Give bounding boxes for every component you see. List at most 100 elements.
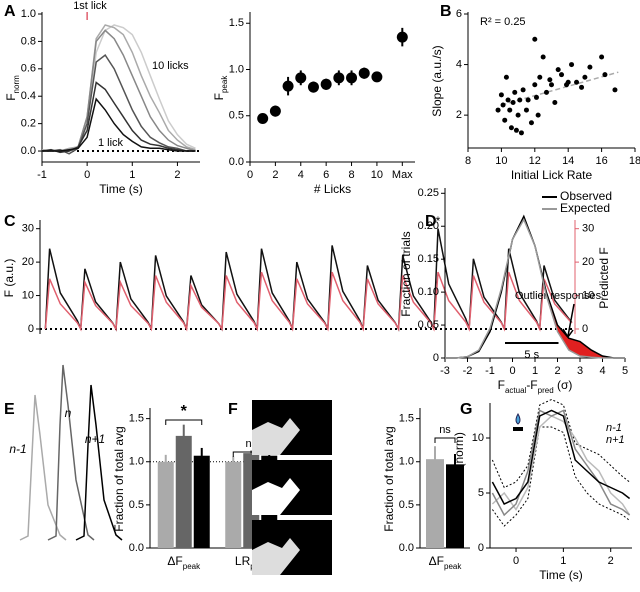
point <box>565 79 571 85</box>
x-tick-label-part: ΔF <box>167 554 182 568</box>
annotation: 10 licks <box>152 60 189 72</box>
example-trace <box>47 364 95 541</box>
bar <box>225 461 242 548</box>
x-axis-label: Time (s) <box>539 568 583 582</box>
y-tick-label: 0.5 <box>399 499 414 511</box>
video-frame-shape <box>252 478 300 515</box>
annotation-arrow <box>562 303 575 339</box>
series-line <box>445 217 625 359</box>
x-tick-label: 16 <box>595 155 607 167</box>
example-trace <box>75 384 123 541</box>
point <box>533 94 539 100</box>
series-line <box>491 415 631 516</box>
y2-tick-label: 30 <box>582 223 594 235</box>
point <box>574 79 580 85</box>
y-tick-label: 30 <box>22 223 34 235</box>
y-tick-label: 0.6 <box>21 63 36 75</box>
y-axis-label: Fraction of trials <box>399 231 413 316</box>
x-tick-label: 0 <box>84 169 90 181</box>
point <box>537 74 543 80</box>
point <box>523 107 529 113</box>
y-tick-label: 4 <box>456 58 462 70</box>
y-tick-label: 1.5 <box>399 413 414 425</box>
x-tick-label: 1 <box>129 169 135 181</box>
x-tick-label: -3 <box>440 365 450 377</box>
y-tick-label: 0.5 <box>229 110 244 122</box>
y-tick-label: 5 <box>478 487 484 499</box>
y-axis-label: Fnorm <box>4 75 20 101</box>
point <box>510 99 516 105</box>
y-axis-label: Fraction of total avg <box>112 426 126 531</box>
x-tick-label: 2 <box>608 555 614 567</box>
x-tick-label: 0 <box>509 365 515 377</box>
point <box>503 74 509 80</box>
x-tick-label: 6 <box>323 169 329 181</box>
point <box>540 54 546 60</box>
frame-label: Probe <box>288 467 317 479</box>
annotation: 1 lick <box>98 137 124 149</box>
panel-letter: B <box>440 3 452 20</box>
point <box>549 82 554 88</box>
x-axis-label: # Licks <box>314 182 351 196</box>
point <box>520 87 526 93</box>
point <box>282 80 294 92</box>
trace-label: n <box>65 406 72 420</box>
outlier-area <box>546 292 625 358</box>
x-tick-label: 2 <box>554 365 560 377</box>
point <box>346 72 358 84</box>
x-tick-label: 0 <box>247 169 253 181</box>
y-tick-label: 0.25 <box>418 187 439 199</box>
x-tick-label: ΔFpeak <box>429 554 463 570</box>
series-line <box>491 409 631 505</box>
legend-label: n-1 <box>606 422 622 434</box>
point <box>528 120 534 126</box>
x-axis-label: Initial Lick Rate <box>511 168 593 182</box>
series-line <box>42 54 196 155</box>
panel-letter: C <box>4 213 16 230</box>
significance-bracket <box>165 419 203 425</box>
point <box>512 89 518 95</box>
x-tick-label: 0 <box>513 555 519 567</box>
video-frame-shape <box>252 538 300 575</box>
x-tick-label: -2 <box>463 365 473 377</box>
y-tick-label: 0.2 <box>21 118 36 130</box>
series-line <box>44 228 573 332</box>
series-line <box>41 24 196 152</box>
band-line <box>491 398 630 489</box>
y-tick-label: 10 <box>22 289 34 301</box>
legend-label: Observed <box>560 189 612 203</box>
y2-tick-label: 0 <box>582 323 588 335</box>
point <box>508 125 514 131</box>
x-tick-label: Max <box>392 169 413 181</box>
point <box>532 36 538 42</box>
x-tick-label: 8 <box>465 155 471 167</box>
x-axis-label-part: actual <box>505 386 527 395</box>
y2-tick-label: 20 <box>582 256 594 268</box>
y-tick-label: 20 <box>22 256 34 268</box>
significance-label: ns <box>439 424 451 436</box>
point <box>599 54 605 60</box>
x-tick-label: 1 <box>532 365 538 377</box>
point <box>559 72 565 78</box>
trace-label: n+1 <box>85 432 105 446</box>
point <box>612 87 618 93</box>
x-tick-label-part: ΔF <box>429 554 444 568</box>
y-axis-label-part: F <box>4 93 18 100</box>
x-tick-label: 2 <box>272 169 278 181</box>
bar <box>157 461 174 548</box>
x-axis-label-part: pred <box>538 386 554 395</box>
point <box>547 77 553 83</box>
significance-label: * <box>181 403 188 420</box>
reward-bar <box>513 427 523 431</box>
video-frame-shape <box>252 418 300 455</box>
significance-bracket <box>434 437 456 443</box>
y-tick-label: 0.05 <box>418 319 439 331</box>
x-tick-label: 4 <box>599 365 605 377</box>
bar <box>446 464 464 548</box>
panel-letter: E <box>4 401 15 418</box>
point <box>371 71 383 83</box>
point <box>543 89 549 95</box>
x-tick-label: 12 <box>529 155 541 167</box>
y-tick-label: 0.10 <box>418 286 439 298</box>
